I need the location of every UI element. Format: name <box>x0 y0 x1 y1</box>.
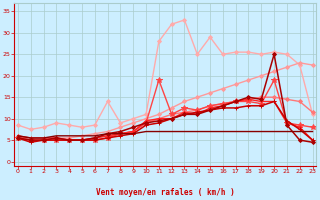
X-axis label: Vent moyen/en rafales ( km/h ): Vent moyen/en rafales ( km/h ) <box>96 188 235 197</box>
